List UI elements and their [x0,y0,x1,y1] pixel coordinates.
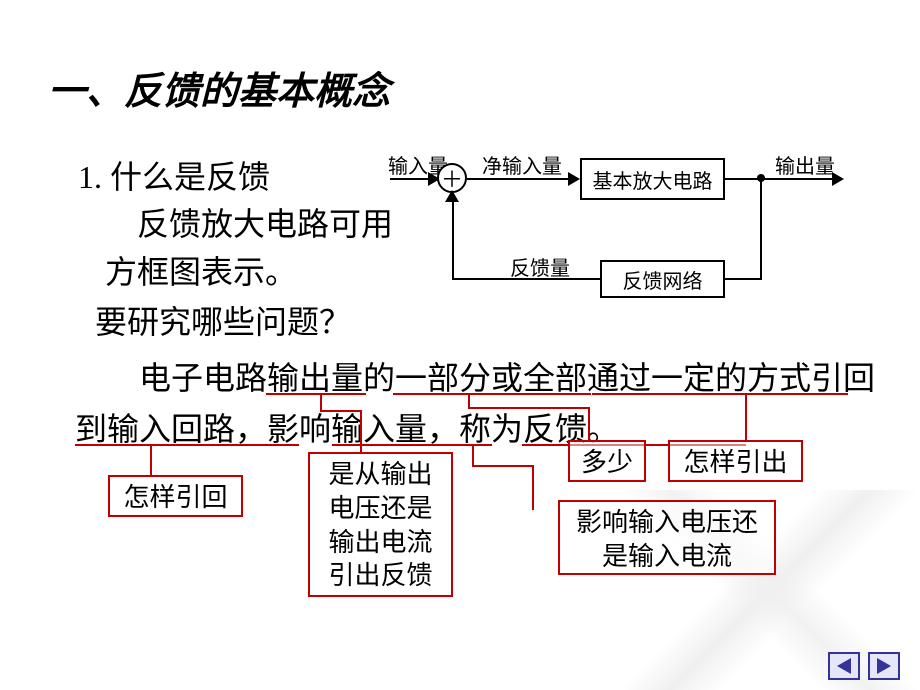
nav-buttons [828,652,900,680]
connector-line [468,407,588,409]
triangle-right-icon [875,658,893,674]
annotation-box: 多少 [568,440,646,482]
section-title: 一、反馈的基本概念 [48,60,390,115]
underline [592,393,848,395]
annotation-box: 怎样引出 [668,440,803,482]
underline [332,444,492,446]
subheading-1: 1. 什么是反馈 [78,152,270,198]
nav-prev-button[interactable] [828,652,860,680]
diag-line [760,178,762,278]
diag-label-output: 输出量 [775,150,835,179]
connector-line [320,410,360,412]
connector-line [472,465,532,467]
question-line: 要研究哪些问题？ [95,297,351,343]
summing-junction: ＋ [437,163,467,193]
connector-line [150,445,152,475]
connector-line [320,395,322,410]
underline [266,393,366,395]
underline [75,444,299,446]
diag-line [452,193,454,280]
nav-next-button[interactable] [868,652,900,680]
connector-line [472,445,474,465]
feedback-box: 反馈网络 [600,260,725,298]
annotation-box: 影响输入电压还是输入电流 [558,500,776,575]
triangle-left-icon [835,658,853,674]
underline [393,393,591,395]
connector-line [588,407,590,440]
diag-label-net: 净输入量 [482,150,562,179]
connector-line [532,465,534,510]
diag-line [725,278,762,280]
connector-line [745,395,747,440]
annotation-box: 怎样引回 [108,475,243,517]
diag-label-feedback: 反馈量 [510,252,570,281]
arrow-up-icon [445,190,459,204]
annotation-box: 是从输出电压还是输出电流引出反馈 [308,452,453,597]
feedback-block-diagram: 输入量 ＋ 净输入量 基本放大电路 输出量 反馈网络 反馈量 [390,140,860,330]
amp-box: 基本放大电路 [580,158,725,200]
connector-line [360,410,362,452]
connector-line [468,395,470,407]
paragraph-1: 反馈放大电路可用方框图表示。 [105,200,405,296]
